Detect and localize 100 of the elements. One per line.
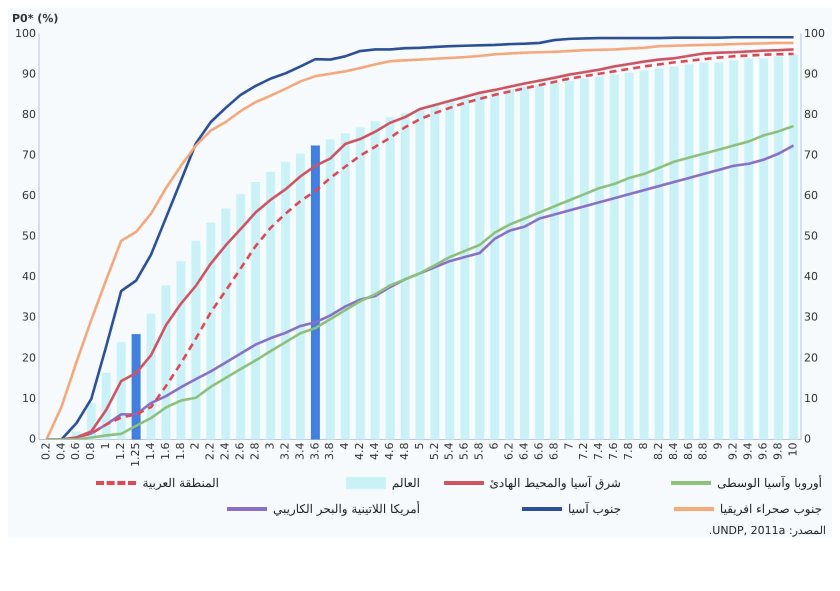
y2-tick-label: 30	[804, 310, 818, 324]
bar	[266, 172, 276, 440]
bar	[445, 100, 454, 440]
x-tick-label: 10	[786, 442, 800, 457]
y-tick-label: 50	[22, 230, 36, 243]
x-tick-label: 0.6	[69, 442, 82, 460]
bar	[580, 78, 589, 440]
x-tick-label: 6.6	[532, 442, 546, 460]
x-tick-label: 1.4	[144, 442, 157, 460]
x-tick-label: 2	[188, 442, 202, 450]
bar	[146, 314, 156, 440]
y2-tick-label: 90	[804, 67, 818, 80]
bar	[206, 222, 216, 440]
bar	[386, 117, 395, 440]
x-tick-label: 2.4	[218, 442, 232, 460]
x-tick-label: 4.8	[398, 442, 411, 460]
bar	[326, 139, 335, 440]
bar	[699, 62, 708, 440]
x-tick-label: 8.2	[652, 442, 665, 460]
bar	[535, 84, 544, 440]
y2-tick-label: 20	[804, 351, 818, 364]
bar	[714, 62, 724, 440]
bar	[132, 334, 141, 440]
x-tick-label: 5.6	[458, 442, 471, 460]
y-tick-label: 0	[28, 432, 36, 446]
bar	[744, 58, 754, 440]
x-tick-label: 0.2	[39, 442, 52, 460]
x-tick-label: 1	[99, 442, 112, 450]
x-tick-label: 5.2	[428, 442, 441, 460]
bar	[191, 240, 200, 440]
x-tick-label: 1.25	[128, 442, 142, 468]
x-tick-label: 8.6	[682, 442, 695, 460]
y2-tick-label: 0	[804, 432, 812, 446]
legend-label: المنطقة العربية	[142, 476, 219, 490]
x-tick-label: 8	[636, 442, 650, 450]
bar	[564, 80, 574, 440]
bar	[624, 72, 634, 440]
bar	[176, 261, 186, 440]
bar	[520, 86, 530, 440]
bar	[729, 60, 738, 440]
y-tick-label: 100	[14, 26, 36, 40]
x-tick-label: 3.6	[308, 442, 322, 460]
y2-tick-label: 40	[804, 270, 818, 284]
x-tick-label: 3.2	[278, 442, 292, 460]
x-tick-label: 1.6	[158, 442, 172, 460]
legend-label: أمريكا اللاتينية والبحر الكاريبي	[272, 502, 420, 516]
x-tick-label: 2.2	[204, 442, 217, 460]
bar	[310, 146, 320, 440]
x-tick-label: 3.4	[293, 442, 306, 460]
x-tick-label: 2.8	[248, 442, 262, 460]
x-tick-label: 7.4	[592, 442, 606, 460]
y2-tick-label: 80	[804, 108, 818, 121]
y2-tick-label: 10	[804, 392, 818, 405]
y-tick-label: 70	[22, 148, 36, 162]
bar	[759, 58, 768, 440]
bar	[340, 133, 350, 440]
x-tick-label: 6.4	[517, 442, 530, 460]
bar	[430, 104, 440, 440]
x-tick-label: 4	[338, 442, 352, 450]
legend-label: العالم	[392, 476, 420, 490]
bar	[281, 162, 290, 440]
bar	[654, 68, 664, 440]
y-tick-label: 30	[22, 310, 36, 324]
x-tick-label: 3	[263, 442, 276, 450]
x-tick-label: 0.8	[84, 442, 98, 460]
x-tick-label: 4.6	[382, 442, 396, 460]
y2-tick-label: 50	[804, 230, 818, 243]
bar	[684, 64, 694, 440]
text: المصدر: UNDP, 2011a.	[708, 523, 827, 537]
x-tick-label: 7	[562, 442, 576, 450]
bar	[370, 121, 380, 440]
y-tick-label: 40	[22, 270, 36, 284]
x-tick-label: 6	[488, 442, 501, 450]
x-tick-label: 1.2	[114, 442, 128, 460]
x-tick-label: 3.8	[323, 442, 336, 460]
legend-label: شرق آسيا والمحيط الهادئ	[490, 476, 621, 490]
legend-label: جنوب صحراء افريقيا	[720, 502, 822, 516]
x-tick-label: 9.2	[726, 442, 740, 460]
x-tick-label: 9	[712, 442, 725, 450]
bar	[475, 92, 484, 440]
bar	[460, 96, 470, 440]
y2-tick-label: 70	[804, 148, 818, 162]
x-tick-label: 8.4	[666, 442, 680, 460]
x-tick-label: 8.8	[696, 442, 710, 460]
bar	[490, 90, 500, 440]
x-tick-label: 4.2	[353, 442, 366, 460]
y-tick-label: 60	[22, 189, 36, 202]
bar	[594, 76, 604, 440]
y-tick-label: 10	[22, 392, 36, 405]
x-tick-label: 1.8	[174, 442, 187, 460]
x-tick-label: 5.4	[442, 442, 456, 460]
y-tick-label: 20	[22, 351, 36, 364]
x-tick-label: 5.8	[472, 442, 486, 460]
x-tick-label: 2.6	[234, 442, 247, 460]
bar	[505, 88, 514, 440]
x-tick-label: 5	[412, 442, 426, 450]
bar	[162, 285, 170, 440]
bar	[416, 109, 424, 440]
x-tick-label: 6.8	[547, 442, 560, 460]
bar	[640, 70, 649, 440]
